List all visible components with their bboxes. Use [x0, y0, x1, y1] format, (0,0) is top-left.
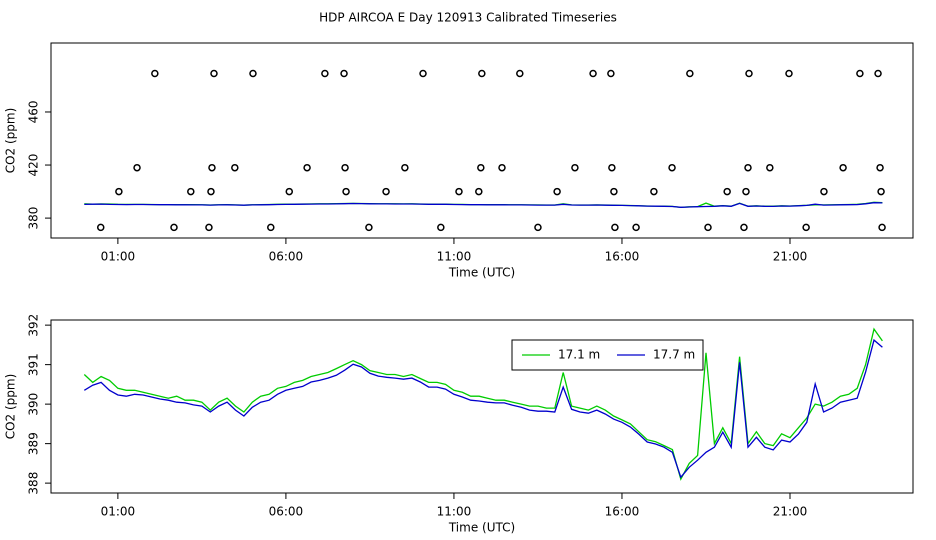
flag-point	[187, 187, 195, 196]
flag-point	[205, 223, 213, 232]
x-tick-label: 16:00	[605, 505, 640, 519]
y-tick-label: 460	[27, 101, 41, 124]
x-tick-label: 21:00	[773, 250, 808, 264]
x-tick-label: 06:00	[269, 250, 304, 264]
flag-point	[303, 163, 311, 172]
flag-point	[877, 187, 885, 196]
y-tick-label: 390	[27, 393, 41, 416]
flag-point	[704, 223, 712, 232]
y-tick-label: 380	[27, 207, 41, 230]
flag-point	[249, 69, 257, 78]
legend-label: 17.7 m	[653, 348, 695, 362]
flag-point	[802, 223, 810, 232]
y-tick-label: 388	[27, 472, 41, 495]
flag-point	[874, 69, 882, 78]
flag-point	[382, 187, 390, 196]
flag-point	[340, 69, 348, 78]
flag-point	[650, 187, 658, 196]
flag-point	[151, 69, 159, 78]
x-tick-label: 01:00	[101, 250, 136, 264]
flag-point	[267, 223, 275, 232]
plot-frame	[50, 42, 914, 239]
y-tick-label: 389	[27, 432, 41, 455]
y-axis-title: CO2 (ppm)	[4, 108, 18, 174]
flag-point	[115, 187, 123, 196]
flag-point	[534, 223, 542, 232]
flag-point	[553, 187, 561, 196]
flag-point	[477, 163, 485, 172]
flag-point	[208, 163, 216, 172]
y-axis-title: CO2 (ppm)	[4, 374, 18, 440]
flag-point	[365, 223, 373, 232]
x-tick-label: 06:00	[269, 505, 304, 519]
flag-point	[516, 69, 524, 78]
flag-point	[608, 163, 616, 172]
flag-point	[285, 187, 294, 196]
flag-point	[839, 163, 847, 172]
flag-point	[723, 187, 731, 196]
flag-point	[632, 223, 640, 232]
flag-point	[207, 187, 215, 196]
flag-point	[96, 223, 105, 232]
flag-point	[611, 223, 619, 232]
x-tick-label: 21:00	[773, 505, 808, 519]
flag-point	[740, 223, 748, 232]
y-tick-label: 391	[27, 353, 41, 376]
flag-point	[745, 69, 753, 78]
flag-point	[455, 187, 463, 196]
flag-point	[744, 163, 752, 172]
flag-point	[342, 187, 350, 196]
legend-label: 17.1 m	[558, 348, 600, 362]
flag-point	[820, 187, 828, 196]
flag-point	[231, 163, 239, 172]
legend-box	[511, 339, 704, 371]
x-tick-label: 16:00	[605, 250, 640, 264]
x-tick-label: 01:00	[101, 505, 136, 519]
flag-point	[321, 69, 329, 78]
plot-frame	[50, 319, 914, 494]
series-line	[83, 338, 883, 479]
flag-point	[437, 223, 445, 232]
y-tick-label: 392	[27, 314, 41, 337]
flag-point	[170, 223, 178, 232]
x-axis-title: Time (UTC)	[448, 266, 515, 280]
flag-point	[878, 223, 886, 232]
series-line	[83, 327, 883, 481]
flag-point	[419, 69, 427, 78]
flag-point	[610, 187, 618, 196]
flag-point	[742, 187, 750, 196]
y-tick-label: 420	[27, 154, 41, 177]
flag-point	[498, 163, 506, 172]
page-title: HDP AIRCOA E Day 120913 Calibrated Times…	[319, 11, 617, 25]
overview-line	[84, 202, 883, 208]
x-tick-label: 11:00	[437, 250, 472, 264]
flag-point	[589, 69, 597, 78]
flag-point	[686, 69, 694, 78]
flag-point	[571, 163, 579, 172]
x-tick-label: 11:00	[437, 505, 472, 519]
flag-point	[478, 69, 486, 78]
flag-point	[785, 69, 793, 78]
flag-point	[210, 69, 218, 78]
flag-point	[475, 187, 483, 196]
flag-point	[766, 163, 774, 172]
flag-point	[856, 69, 864, 78]
flag-point	[341, 163, 349, 172]
x-axis-title: Time (UTC)	[448, 521, 515, 535]
flag-point	[401, 163, 409, 172]
flag-point	[668, 163, 676, 172]
flag-point	[876, 163, 884, 172]
flag-point	[607, 69, 615, 78]
flag-point	[133, 163, 141, 172]
